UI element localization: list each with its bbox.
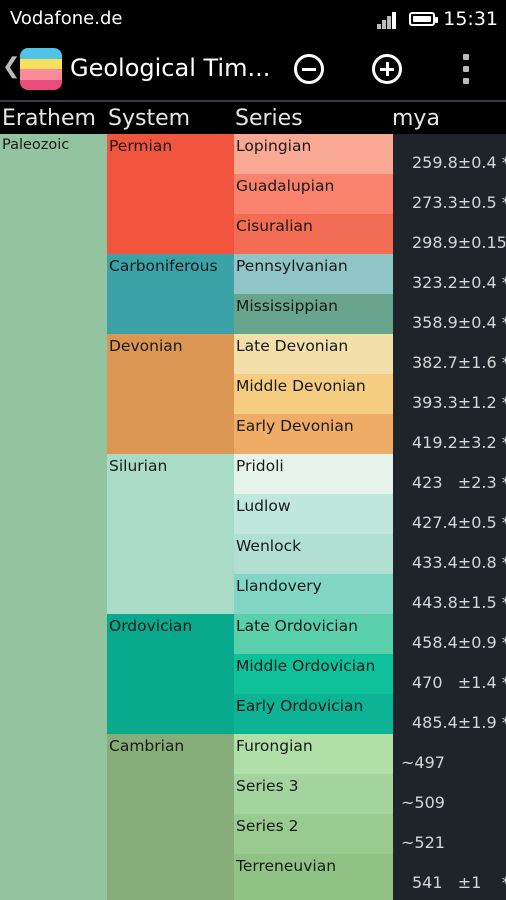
header-erathem[interactable]: Erathem <box>2 106 96 131</box>
header-series[interactable]: Series <box>235 106 303 131</box>
system-cell[interactable]: Carboniferous <box>107 254 234 334</box>
status-icons: 15:31 <box>377 6 498 32</box>
header-mya[interactable]: mya <box>392 106 440 131</box>
mya-value: ~497 <box>401 753 445 772</box>
mya-value: 427.4±0.5 * <box>412 513 506 532</box>
mya-value: 433.4±0.8 * <box>412 553 506 572</box>
mya-value: 259.8±0.4 * <box>412 153 506 172</box>
zoom-out-icon[interactable] <box>294 54 324 84</box>
carrier-name: Vodafone.de <box>10 8 123 29</box>
mya-value: 423 ±2.3 * <box>412 473 506 492</box>
mya-value: 458.4±0.9 * <box>412 633 506 652</box>
series-cell[interactable]: Middle Ordovician <box>234 654 393 694</box>
app-title: Geological Tim... <box>70 54 271 82</box>
mya-value: 323.2±0.4 * <box>412 273 506 292</box>
system-cell[interactable]: Devonian <box>107 334 234 454</box>
series-cell[interactable]: Cisuralian <box>234 214 393 254</box>
mya-value: 470 ±1.4 * <box>412 673 506 692</box>
series-cell[interactable]: Wenlock <box>234 534 393 574</box>
timescale-table[interactable]: Paleozoic Permian Carboniferous Devonian Sil… <box>0 134 506 900</box>
mya-column <box>393 134 506 900</box>
series-cell[interactable]: Late Devonian <box>234 334 393 374</box>
series-cell[interactable]: Series 3 <box>234 774 393 814</box>
action-bar: ❮ Geological Tim... <box>0 38 506 100</box>
overflow-menu-icon[interactable] <box>460 54 472 84</box>
series-cell[interactable]: Terreneuvian <box>234 854 393 900</box>
mya-value: 443.8±1.5 * <box>412 593 506 612</box>
series-cell[interactable]: Mississippian <box>234 294 393 334</box>
battery-icon <box>409 12 439 26</box>
series-cell[interactable]: Lopingian <box>234 134 393 174</box>
series-cell[interactable]: Pridoli <box>234 454 393 494</box>
erathem-cell[interactable]: Paleozoic <box>0 134 107 900</box>
mya-value: ~509 <box>401 793 445 812</box>
system-cell[interactable]: Ordovician <box>107 614 234 734</box>
system-cell[interactable]: Cambrian <box>107 734 234 900</box>
series-cell[interactable]: Pennsylvanian <box>234 254 393 294</box>
mya-value: 382.7±1.6 * <box>412 353 506 372</box>
series-cell[interactable]: Guadalupian <box>234 174 393 214</box>
mya-value: 485.4±1.9 * <box>412 713 506 732</box>
series-cell[interactable]: Ludlow <box>234 494 393 534</box>
mya-value: 273.3±0.5 * <box>412 193 506 212</box>
series-cell[interactable]: Series 2 <box>234 814 393 854</box>
mya-value: 541 ±1 * <box>412 873 506 892</box>
mya-value: 419.2±3.2 * <box>412 433 506 452</box>
mya-value: 298.9±0.15* <box>412 233 506 252</box>
header-system[interactable]: System <box>108 106 191 131</box>
mya-value: 393.3±1.2 * <box>412 393 506 412</box>
clock: 15:31 <box>443 8 498 30</box>
series-cell[interactable]: Early Ordovician <box>234 694 393 734</box>
system-cell[interactable]: Silurian <box>107 454 234 614</box>
signal-icon <box>377 9 401 29</box>
series-cell[interactable]: Middle Devonian <box>234 374 393 414</box>
zoom-in-icon[interactable] <box>372 54 402 84</box>
column-header-row: Erathem System Series mya <box>0 100 506 134</box>
system-cell[interactable]: Permian <box>107 134 234 254</box>
series-cell[interactable]: Llandovery <box>234 574 393 614</box>
app-icon[interactable] <box>20 48 62 90</box>
series-cell[interactable]: Late Ordovician <box>234 614 393 654</box>
status-bar: Vodafone.de 15:31 <box>0 0 506 38</box>
series-cell[interactable]: Furongian <box>234 734 393 774</box>
back-icon[interactable]: ❮ <box>2 54 21 79</box>
series-cell[interactable]: Early Devonian <box>234 414 393 454</box>
mya-value: 358.9±0.4 * <box>412 313 506 332</box>
mya-value: ~521 <box>401 833 445 852</box>
